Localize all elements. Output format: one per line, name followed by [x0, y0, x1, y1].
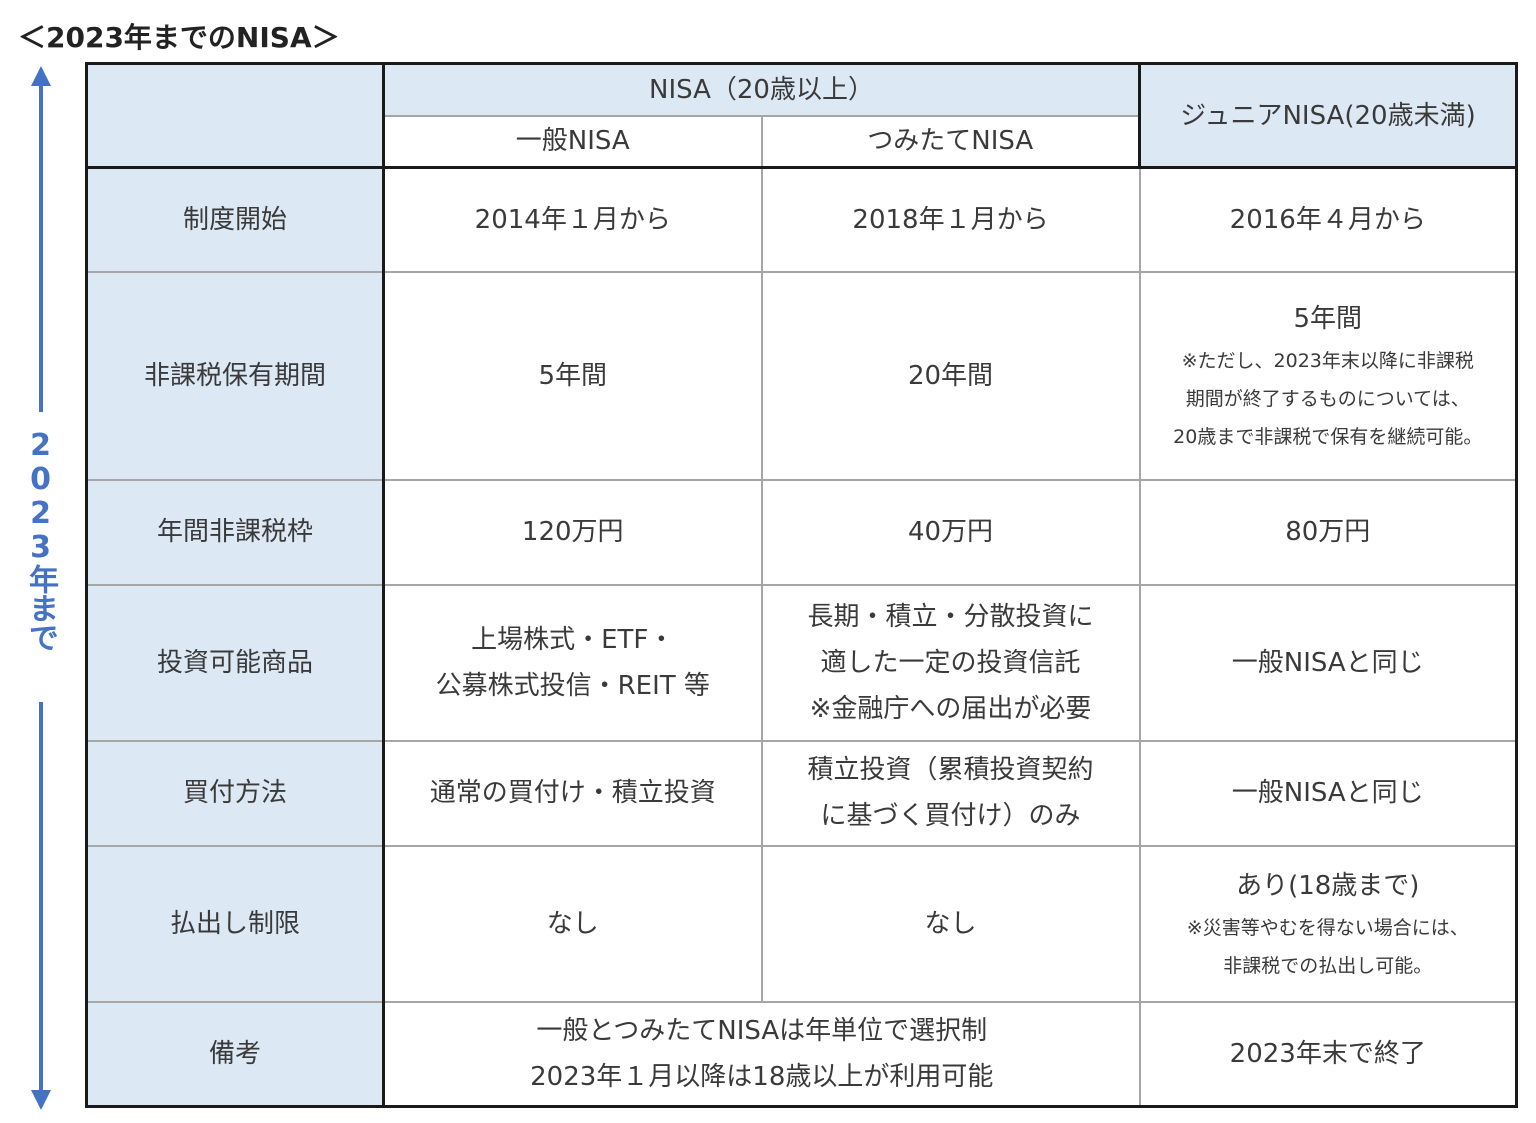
header-nisa: NISA（20歳以上）: [382, 62, 1141, 117]
cell-tsumitate: 長期・積立・分散投資に 適した一定の投資信託 ※金融庁への届出が必要: [760, 583, 1141, 742]
cell-junior: 5年間 ※ただし、2023年末以降に非課税 期間が終了するものについては、 20…: [1138, 270, 1518, 481]
cell-general: 上場株式・ETF・ 公募株式投信・REIT 等: [382, 583, 763, 742]
header-general: 一般NISA: [382, 114, 763, 169]
header-tsumitate: つみたてNISA: [760, 114, 1141, 169]
junior-note: ※災害等やむを得ない場合には、: [1186, 916, 1469, 939]
junior-note: ※ただし、2023年末以降に非課税: [1181, 349, 1474, 372]
line: 積立投資（累積投資契約: [807, 755, 1094, 785]
cell-general: 2014年１月から: [382, 166, 763, 273]
junior-note: 非課税での払出し可能。: [1223, 954, 1433, 977]
corner-cell: [85, 62, 385, 169]
line: 2023年１月以降は18歳以上が利用可能: [530, 1061, 994, 1092]
cell-general: 通常の買付け・積立投資: [382, 739, 763, 847]
cell-junior: 一般NISAと同じ: [1138, 583, 1518, 742]
table-row: 払出し制限 なし なし あり(18歳まで) ※災害等やむを得ない場合には、 非課…: [85, 844, 1518, 1003]
table-row: 年間非課税枠 120万円 40万円 80万円: [85, 478, 1518, 586]
row-label: 買付方法: [85, 739, 385, 847]
cell-junior: 一般NISAと同じ: [1138, 739, 1518, 847]
period-label: 2023年まで: [23, 428, 58, 651]
table-row: 買付方法 通常の買付け・積立投資 積立投資（累積投資契約 に基づく買付け）のみ …: [85, 739, 1518, 847]
cell-junior: 2023年末で終了: [1138, 1000, 1518, 1108]
cell-junior: 2016年４月から: [1138, 166, 1518, 273]
table-row: 投資可能商品 上場株式・ETF・ 公募株式投信・REIT 等 長期・積立・分散投…: [85, 583, 1518, 742]
cell-tsumitate: 40万円: [760, 478, 1141, 586]
cell-general: なし: [382, 844, 763, 1003]
junior-value: 5年間: [1293, 303, 1363, 334]
page-title: ＜2023年までのNISA＞: [18, 21, 340, 54]
row-label: 投資可能商品: [85, 583, 385, 742]
row-label: 払出し制限: [85, 844, 385, 1003]
line: ※金融庁への届出が必要: [809, 693, 1092, 724]
arrow-line-bottom: [39, 702, 43, 1092]
cell-combined: 一般とつみたてNISAは年単位で選択制 2023年１月以降は18歳以上が利用可能: [382, 1000, 1141, 1108]
line: 公募株式投信・REIT 等: [435, 670, 710, 701]
cell-tsumitate: 20年間: [760, 270, 1141, 481]
arrow-up-icon: [31, 66, 51, 86]
nisa-comparison-table: NISA（20歳以上） ジュニアNISA(20歳未満) 一般NISA つみたてN…: [85, 62, 1518, 1108]
table-row: 制度開始 2014年１月から 2018年１月から 2016年４月から: [85, 166, 1518, 273]
junior-value: あり(18歳まで): [1236, 870, 1420, 901]
table-row: 備考 一般とつみたてNISAは年単位で選択制 2023年１月以降は18歳以上が利…: [85, 1000, 1518, 1108]
junior-note: 20歳まで非課税で保有を継続可能。: [1173, 425, 1483, 448]
cell-junior: あり(18歳まで) ※災害等やむを得ない場合には、 非課税での払出し可能。: [1138, 844, 1518, 1003]
row-label: 非課税保有期間: [85, 270, 385, 481]
line: 適した一定の投資信託: [820, 647, 1081, 678]
line: に基づく買付け）のみ: [820, 801, 1081, 831]
cell-general: 120万円: [382, 478, 763, 586]
row-label: 備考: [85, 1000, 385, 1108]
cell-tsumitate: 積立投資（累積投資契約 に基づく買付け）のみ: [760, 739, 1141, 847]
table-row: 非課税保有期間 5年間 20年間 5年間 ※ただし、2023年末以降に非課税 期…: [85, 270, 1518, 481]
row-label: 年間非課税枠: [85, 478, 385, 586]
line: 上場株式・ETF・: [471, 624, 675, 655]
cell-general: 5年間: [382, 270, 763, 481]
arrow-down-icon: [31, 1090, 51, 1110]
line: 長期・積立・分散投資に: [807, 601, 1094, 632]
arrow-line-top: [39, 84, 43, 412]
cell-junior: 80万円: [1138, 478, 1518, 586]
cell-tsumitate: なし: [760, 844, 1141, 1003]
line: 一般とつみたてNISAは年単位で選択制: [536, 1015, 988, 1046]
cell-tsumitate: 2018年１月から: [760, 166, 1141, 273]
row-label: 制度開始: [85, 166, 385, 273]
junior-note: 期間が終了するものについては、: [1185, 387, 1470, 410]
header-junior: ジュニアNISA(20歳未満): [1138, 62, 1518, 169]
